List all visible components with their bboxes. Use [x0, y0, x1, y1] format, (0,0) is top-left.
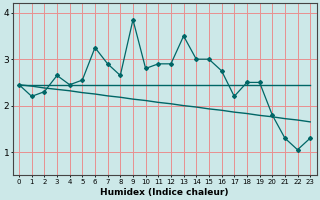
X-axis label: Humidex (Indice chaleur): Humidex (Indice chaleur)	[100, 188, 229, 197]
